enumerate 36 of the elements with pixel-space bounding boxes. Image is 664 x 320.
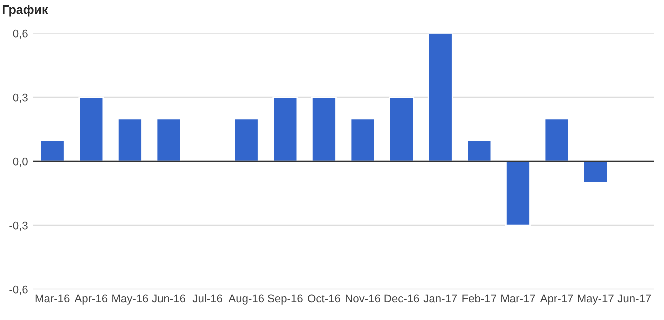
bar: [234, 118, 260, 162]
y-tick-label: 0,6: [13, 30, 28, 40]
chart-title: График: [2, 5, 48, 17]
x-tick-label: Mar-17: [502, 294, 536, 303]
bar: [583, 160, 609, 184]
bar: [466, 140, 492, 162]
x-tick-label: Oct-16: [308, 294, 340, 303]
x-tick-label: Apr-17: [540, 294, 574, 305]
x-tick-label: Jun-16: [152, 294, 186, 303]
bar: [156, 118, 182, 162]
x-tick-label: Mar-16: [36, 294, 70, 303]
bar: [311, 96, 337, 162]
x-tick-label: Nov-16: [346, 294, 380, 303]
y-tick-label: -0,3: [10, 222, 28, 232]
x-tick-label: Dec-16: [384, 294, 420, 303]
bar: [272, 96, 298, 162]
bar: [40, 140, 66, 162]
x-tick-label: Jan-17: [424, 294, 458, 303]
bar: [544, 118, 570, 162]
x-tick-label: Apr-16: [74, 294, 108, 305]
bar: [389, 96, 415, 162]
x-tick-label: Feb-17: [462, 294, 496, 303]
x-tick-label: Aug-16: [228, 294, 264, 305]
bar: [506, 160, 531, 226]
x-tick-label: May-16: [112, 294, 148, 305]
bar: [428, 34, 454, 162]
x-tick-label: May-17: [578, 294, 614, 305]
bar: [117, 118, 143, 162]
x-tick-label: Jun-17: [618, 294, 652, 303]
x-tick-label: Jul-16: [192, 294, 222, 303]
x-tick-label: Sep-16: [268, 294, 303, 305]
bar: [350, 118, 376, 162]
bar: [78, 96, 104, 162]
y-tick-label: 0,0: [13, 158, 28, 168]
y-tick-label: 0,3: [13, 94, 28, 104]
y-tick-label: -0,6: [10, 286, 28, 296]
